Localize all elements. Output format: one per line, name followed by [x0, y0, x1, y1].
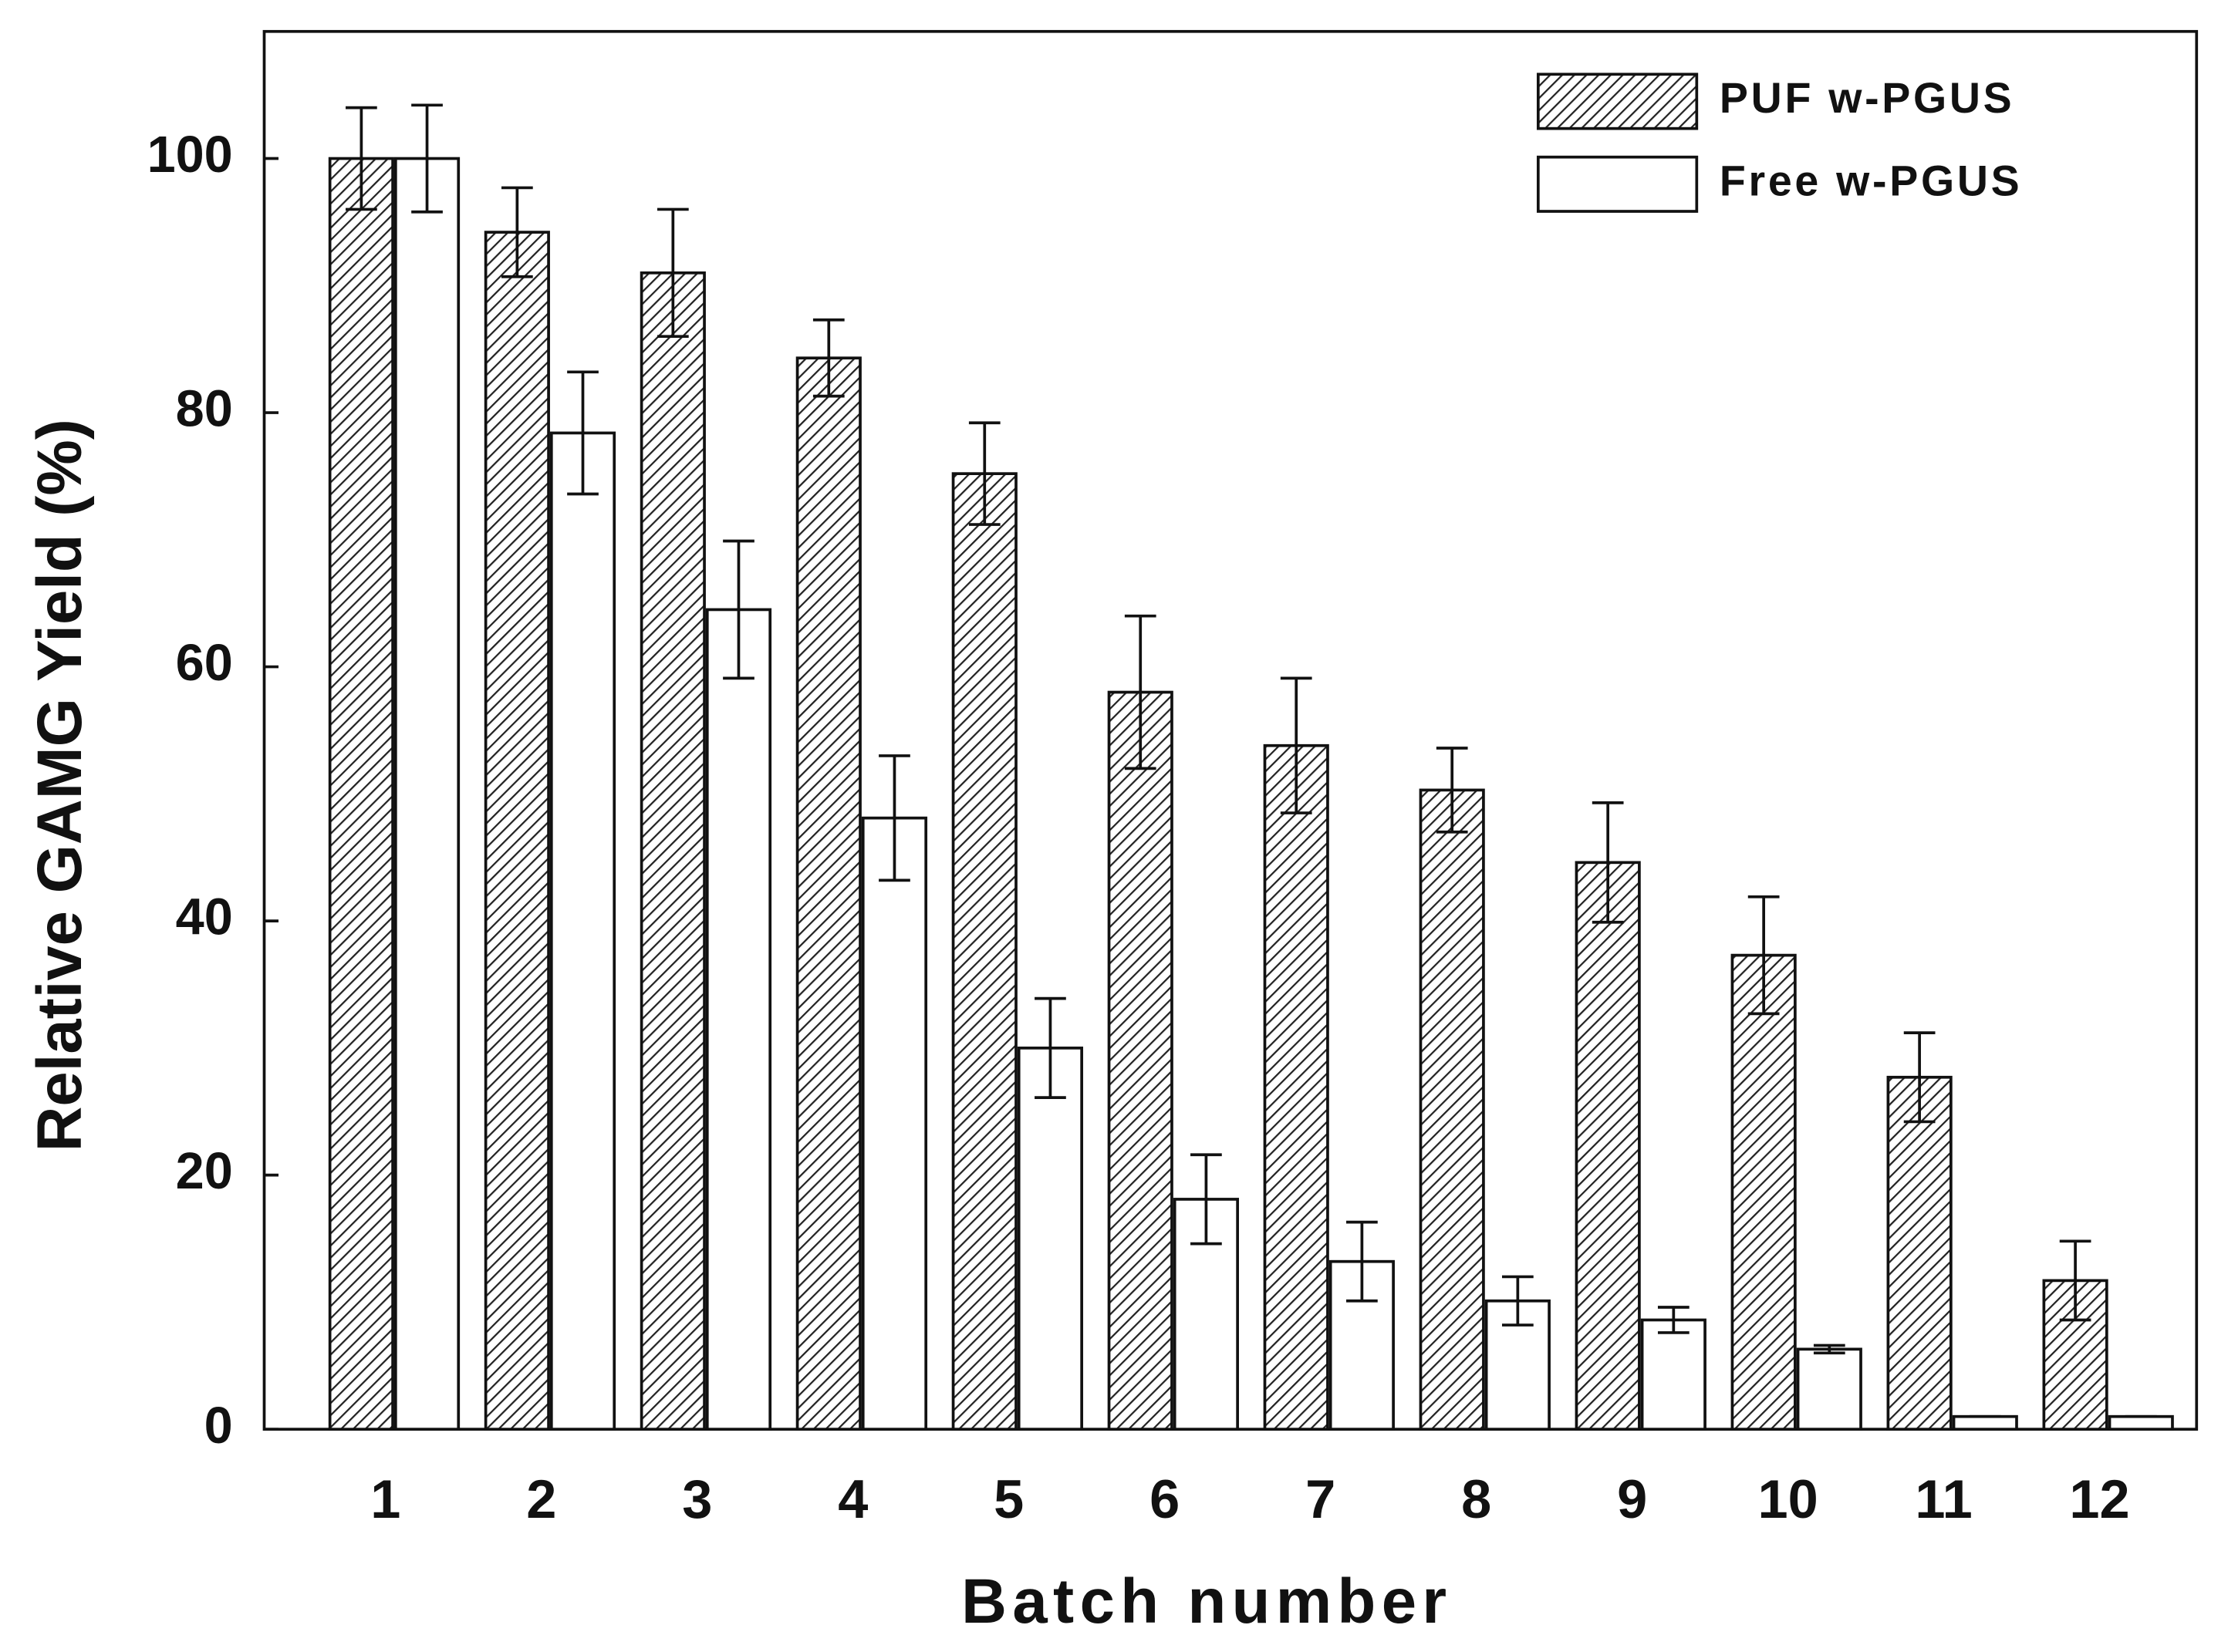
x-tick-label: 7: [1305, 1468, 1335, 1529]
bar: [1263, 743, 1329, 1431]
error-bar: [1903, 1031, 1936, 1124]
error-bar: [1346, 1220, 1378, 1303]
x-axis-title: Batch number: [961, 1566, 1452, 1637]
error-bar: [723, 539, 754, 680]
legend-swatch: [1536, 155, 1699, 213]
error-bar: [346, 106, 377, 211]
y-tick-label: 100: [147, 126, 233, 184]
error-bar: [1747, 895, 1780, 1016]
bar: [1886, 1075, 1953, 1431]
error-bar: [1280, 676, 1312, 814]
y-tick-label: 40: [176, 889, 233, 946]
y-tick-label: 60: [176, 635, 233, 692]
y-tick-label: 0: [204, 1397, 233, 1455]
x-tick-label: 6: [1149, 1468, 1180, 1529]
x-tick-label: 2: [526, 1468, 556, 1529]
error-bar: [1813, 1344, 1845, 1355]
error-bar: [968, 421, 1001, 526]
bar: [2108, 1414, 2174, 1431]
error-bar: [1190, 1153, 1222, 1246]
error-bar: [879, 754, 910, 882]
bar: [1575, 861, 1641, 1431]
bar: [328, 157, 394, 1431]
bar: [1017, 1047, 1084, 1431]
bar: [549, 431, 616, 1431]
error-bar: [1436, 747, 1468, 834]
x-tick-label: 9: [1617, 1468, 1647, 1529]
legend-label: Free w-PGUS: [1720, 157, 2022, 205]
bar: [393, 157, 461, 1431]
y-axis-title: Relative GAMG Yield (%): [25, 419, 95, 1151]
error-bar: [657, 207, 689, 339]
bar: [640, 271, 706, 1431]
bar: [484, 231, 550, 1431]
x-tick-label: 5: [994, 1468, 1024, 1529]
bar: [861, 816, 928, 1431]
error-bar: [2059, 1239, 2091, 1322]
error-bar: [1035, 996, 1066, 1099]
bar: [705, 608, 772, 1431]
error-bar: [411, 103, 443, 214]
bar: [1730, 953, 1797, 1431]
error-bar: [1657, 1306, 1690, 1334]
error-bar: [1592, 801, 1624, 924]
x-tick-label: 10: [1758, 1468, 1818, 1529]
bar: [1952, 1414, 2018, 1431]
x-tick-label: 4: [838, 1468, 868, 1529]
x-tick-label: 12: [2069, 1468, 2129, 1529]
bar: [1796, 1347, 1862, 1431]
x-tick-label: 8: [1461, 1468, 1491, 1529]
y-tick-label: 20: [176, 1143, 233, 1200]
x-tick-label: 11: [1915, 1468, 1972, 1529]
y-tick-label: 80: [176, 381, 233, 438]
error-bar: [1124, 614, 1156, 770]
error-bar: [1501, 1275, 1534, 1327]
error-bar: [812, 318, 845, 398]
bar: [951, 472, 1018, 1431]
x-tick-label: 3: [682, 1468, 712, 1529]
bar: [1640, 1318, 1706, 1431]
bar: [795, 356, 862, 1431]
bar: [1107, 690, 1173, 1431]
legend-label: PUF w-PGUS: [1720, 74, 2014, 122]
error-bar: [501, 186, 533, 278]
legend-swatch: [1536, 72, 1699, 130]
error-bar: [567, 370, 599, 496]
bar: [1419, 788, 1485, 1431]
x-tick-label: 1: [370, 1468, 400, 1529]
